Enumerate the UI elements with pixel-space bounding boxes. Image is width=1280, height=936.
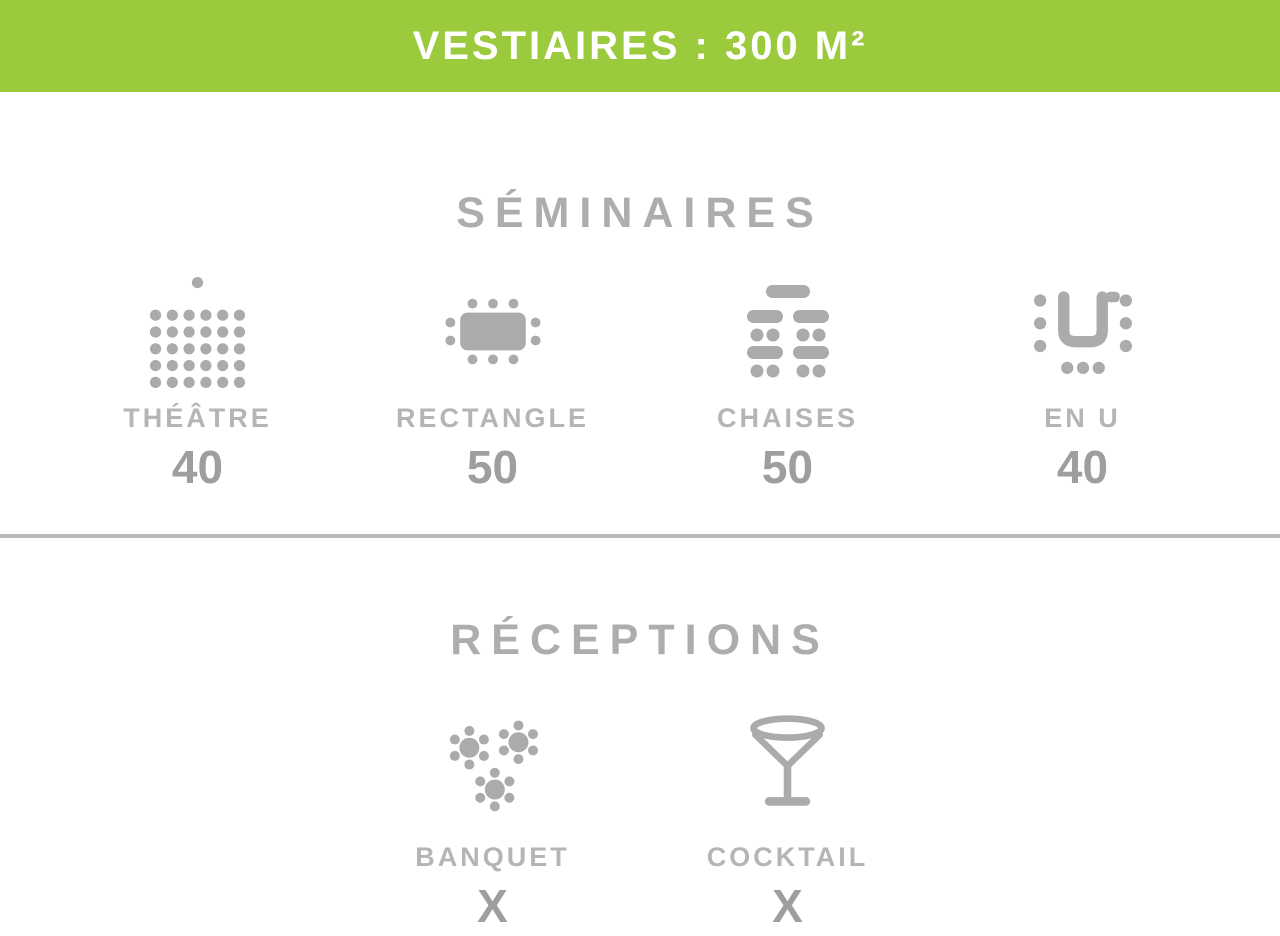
capacity-sheet: SÉMINAIRES THÉÂTRE 40 — [0, 128, 1280, 934]
section-title-seminaires: SÉMINAIRES — [456, 188, 824, 237]
capacity-label: EN U — [1044, 402, 1121, 433]
theatre-seating-icon — [149, 273, 246, 391]
capacity-value: 40 — [171, 440, 224, 493]
cocktail-glass-icon — [740, 700, 835, 830]
capacity-label: COCKTAIL — [706, 842, 869, 873]
capacity-item-cocktail: COCKTAIL X — [640, 700, 935, 933]
capacity-item-chaises: CHAISES 50 — [640, 273, 935, 494]
room-title: VESTIAIRES : 300 M² — [412, 23, 868, 68]
section-divider — [0, 533, 1280, 538]
capacity-value: 40 — [1056, 440, 1109, 493]
room-header-banner: VESTIAIRES : 300 M² — [0, 0, 1280, 92]
capacity-item-theatre: THÉÂTRE 40 — [50, 273, 345, 494]
capacity-label: RECTANGLE — [396, 402, 589, 433]
classroom-chairs-icon — [746, 273, 829, 391]
receptions-capacity-row: BANQUET X COCKTAIL X — [0, 700, 1280, 933]
banquet-tables-icon — [442, 700, 544, 830]
section-title-receptions: RÉCEPTIONS — [450, 616, 830, 665]
capacity-item-en-u: EN U 40 — [935, 273, 1230, 494]
capacity-item-rectangle: RECTANGLE 50 — [345, 273, 640, 494]
u-shape-table-icon — [1033, 273, 1132, 391]
capacity-item-banquet: BANQUET X — [345, 700, 640, 933]
capacity-value: X — [477, 880, 508, 933]
capacity-label: BANQUET — [415, 842, 570, 873]
capacity-value: 50 — [466, 440, 519, 493]
capacity-label: THÉÂTRE — [123, 402, 272, 433]
seminaires-capacity-row: THÉÂTRE 40 RECTANGLE 50 — [0, 273, 1280, 494]
capacity-value: 50 — [761, 440, 814, 493]
capacity-value: X — [772, 880, 803, 933]
rectangle-table-icon — [443, 273, 543, 391]
capacity-label: CHAISES — [716, 402, 859, 433]
